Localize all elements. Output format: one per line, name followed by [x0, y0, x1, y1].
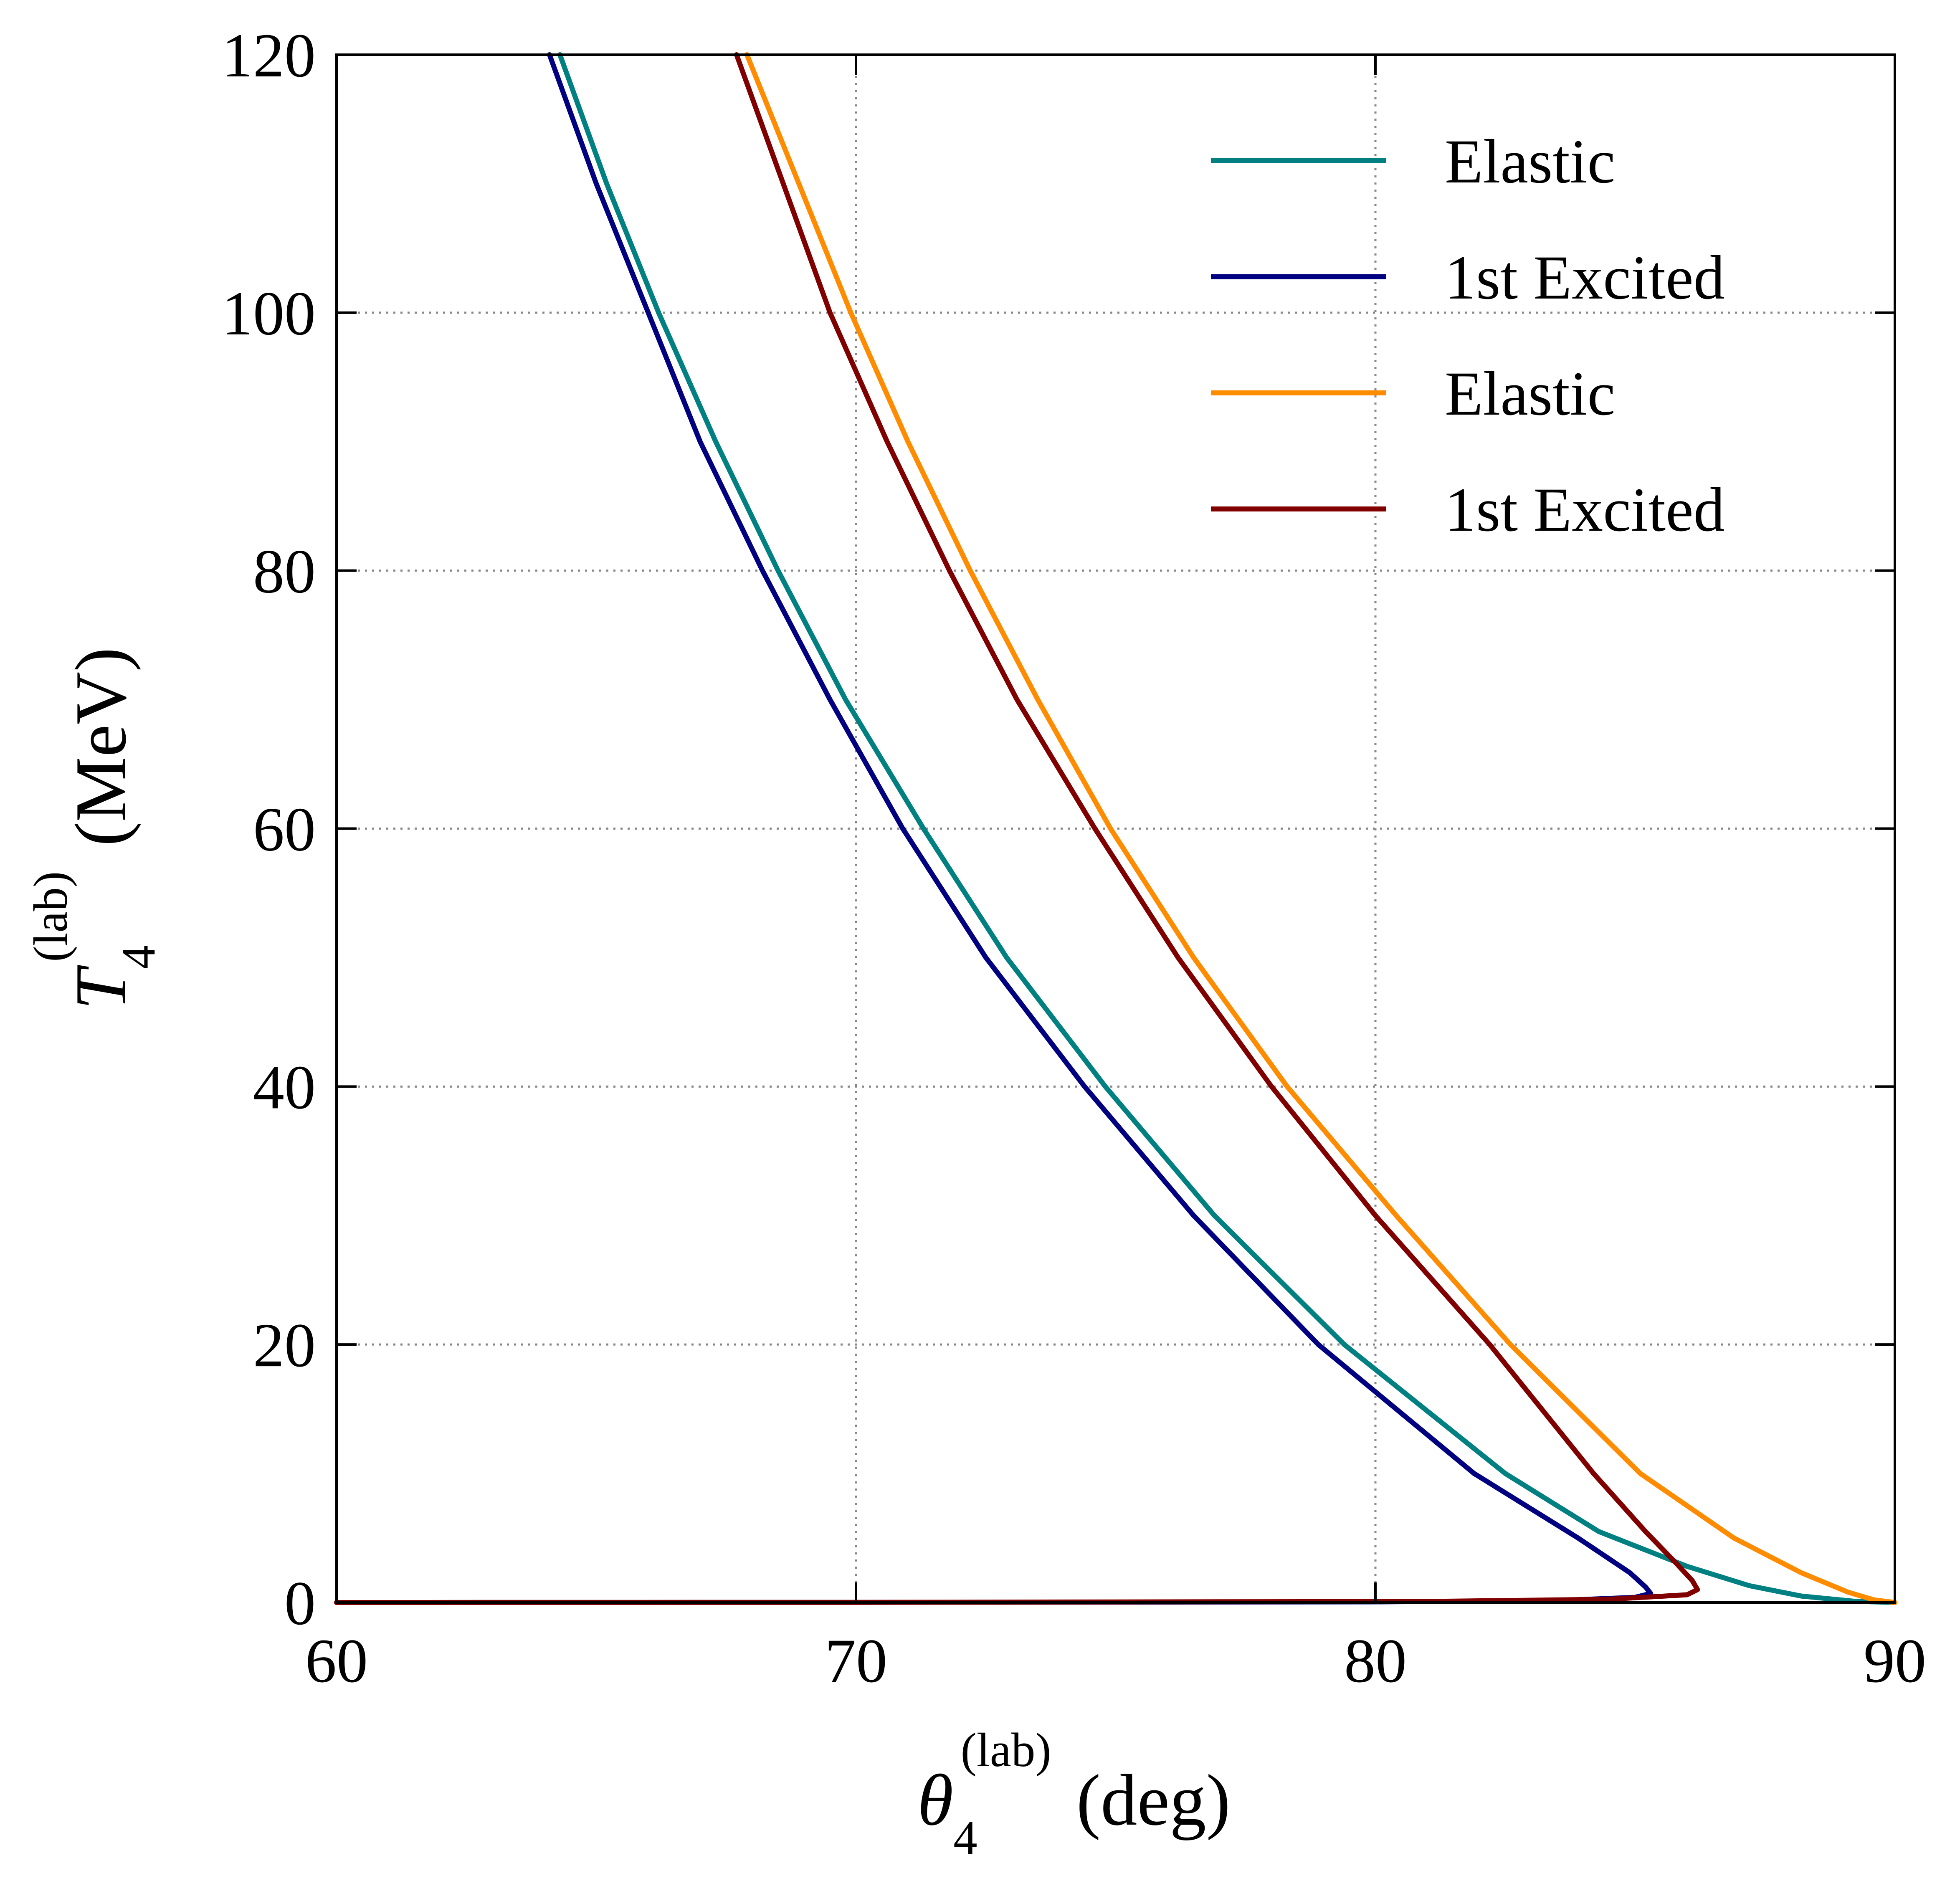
legend-label-2: 1st Excited — [1445, 243, 1725, 312]
legend-label-3: Elastic — [1445, 359, 1615, 428]
y-tick-labels: 0 20 40 60 80 100 120 — [222, 21, 316, 1638]
x-tick-label: 60 — [305, 1626, 368, 1696]
legend-label-1: Elastic — [1445, 127, 1615, 196]
y-tick-label: 60 — [253, 795, 316, 864]
y-tick-label: 0 — [284, 1569, 316, 1638]
tick-marks — [335, 53, 1896, 1604]
y-axis-subscript: 4 — [112, 945, 165, 970]
legend: Elastic 1st Excited Elastic 1st Excited — [1211, 127, 1725, 544]
x-tick-labels: 60 70 80 90 — [305, 1626, 1926, 1696]
grid-lines — [337, 55, 1895, 1602]
series-line-1 — [557, 52, 1897, 1605]
series-line-4 — [334, 52, 1700, 1605]
y-tick-label: 120 — [222, 21, 316, 90]
x-axis-symbol: θ — [917, 1759, 953, 1840]
y-tick-label: 40 — [253, 1053, 316, 1122]
y-axis-unit: (MeV) — [60, 647, 141, 846]
x-tick-label: 90 — [1864, 1626, 1926, 1696]
y-axis-symbol: T — [60, 965, 141, 1010]
y-tick-label: 80 — [253, 537, 316, 606]
series-lines — [334, 52, 1897, 1605]
y-tick-label: 20 — [253, 1311, 316, 1380]
series-line-3 — [744, 52, 1897, 1605]
x-axis-title: θ4 (lab) (deg) — [917, 1724, 1231, 1864]
y-axis-superscript: (lab) — [24, 871, 77, 962]
x-axis-subscript: 4 — [953, 1811, 977, 1864]
x-axis-unit: (deg) — [1076, 1759, 1231, 1840]
x-tick-label: 70 — [825, 1626, 887, 1696]
x-axis-superscript: (lab) — [961, 1724, 1051, 1777]
y-tick-label: 100 — [222, 279, 316, 348]
legend-label-4: 1st Excited — [1445, 475, 1725, 544]
y-axis-title: T4 (lab) (MeV) — [24, 647, 165, 1010]
x-tick-label: 80 — [1344, 1626, 1407, 1696]
